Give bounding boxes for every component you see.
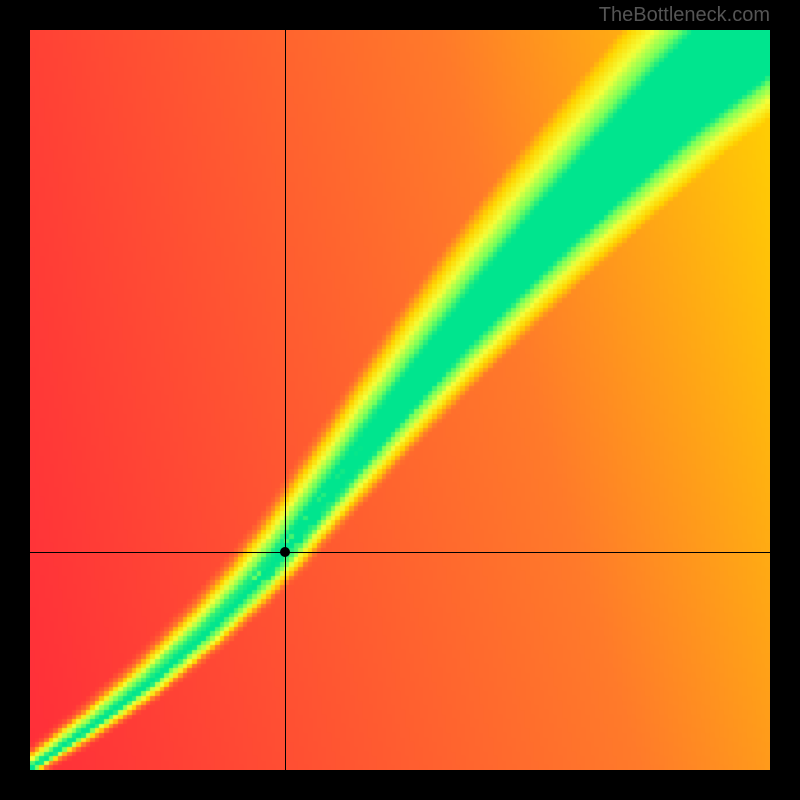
data-point-marker (280, 547, 290, 557)
heatmap-canvas (30, 30, 770, 770)
crosshair-vertical (285, 30, 286, 770)
heatmap-plot-area (30, 30, 770, 770)
watermark-text: TheBottleneck.com (599, 4, 770, 27)
crosshair-horizontal (30, 552, 770, 553)
